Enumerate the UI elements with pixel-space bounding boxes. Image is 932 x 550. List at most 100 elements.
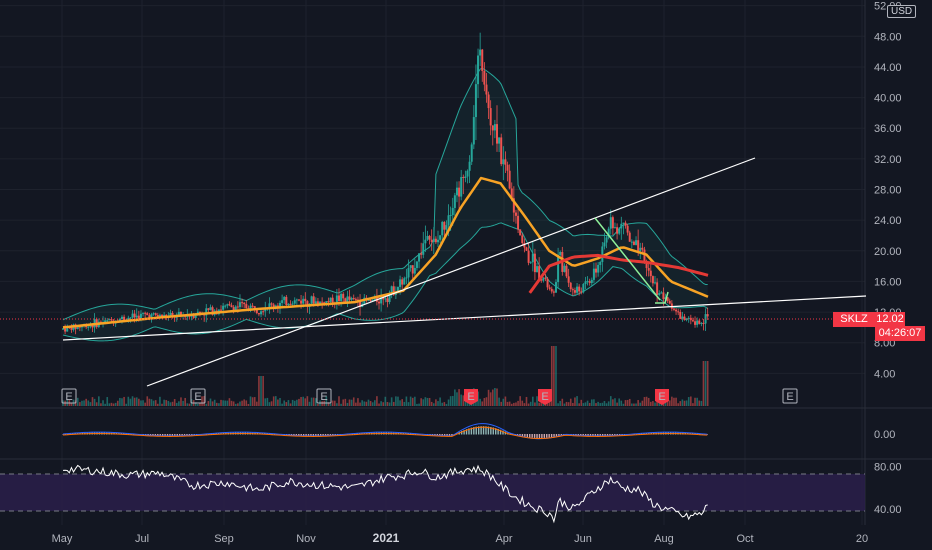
macd-histogram-bar bbox=[584, 434, 587, 436]
time-axis[interactable]: May Jul Sep Nov 2021 Apr Jun Aug Oct 20 bbox=[52, 531, 869, 545]
volume-bar bbox=[302, 396, 304, 406]
earnings-marker[interactable]: E bbox=[464, 389, 478, 405]
macd-histogram-bar bbox=[62, 434, 64, 435]
volume-bar bbox=[121, 398, 123, 406]
volume-bar bbox=[329, 403, 332, 406]
volume-bar bbox=[163, 399, 165, 406]
ema-slow-line bbox=[528, 253, 709, 294]
volume-bar bbox=[597, 401, 599, 406]
macd-histogram-bar bbox=[597, 434, 599, 436]
earnings-marker[interactable]: E bbox=[782, 388, 798, 404]
candle-body bbox=[420, 253, 423, 255]
macd-histogram-bar bbox=[157, 434, 159, 436]
earnings-marker-shape bbox=[464, 389, 478, 405]
volume-bar bbox=[620, 400, 623, 406]
candle-body bbox=[249, 305, 252, 311]
volume-bar bbox=[142, 400, 144, 406]
macd-histogram-bar bbox=[696, 433, 699, 435]
candle-body bbox=[268, 303, 271, 309]
bollinger-fill bbox=[63, 68, 708, 341]
candle-body bbox=[70, 327, 73, 330]
volume-bar bbox=[188, 403, 191, 406]
candle-body bbox=[694, 321, 697, 325]
earnings-marker[interactable]: E bbox=[316, 388, 332, 404]
earnings-marker-label: E bbox=[467, 391, 474, 403]
macd-histogram-bar bbox=[516, 434, 519, 436]
volume-bar bbox=[369, 401, 372, 406]
candle-body bbox=[293, 300, 296, 304]
earnings-marker[interactable]: E bbox=[61, 388, 77, 404]
trendline-rising[interactable] bbox=[146, 157, 756, 387]
macd-histogram-bar bbox=[560, 434, 563, 436]
earnings-marker[interactable]: E bbox=[538, 389, 552, 405]
volume-bar bbox=[203, 396, 205, 406]
trendline-hook[interactable] bbox=[655, 291, 669, 304]
volume-bar bbox=[180, 397, 182, 406]
time-tick-label: May bbox=[52, 533, 73, 545]
price-tick-label: 48.00 bbox=[874, 31, 902, 43]
candle-body bbox=[527, 250, 530, 263]
macd-histogram-bar bbox=[548, 434, 550, 438]
volume-bar bbox=[494, 388, 496, 406]
candle-body bbox=[232, 307, 235, 311]
candle-body bbox=[289, 303, 292, 305]
volume-bar bbox=[241, 400, 243, 406]
macd-histogram-bar bbox=[599, 434, 601, 436]
candle-body bbox=[519, 229, 522, 236]
candle-body bbox=[536, 266, 539, 273]
currency-badge[interactable]: USD bbox=[887, 5, 917, 18]
trendline-support[interactable] bbox=[62, 295, 867, 341]
volume-bar bbox=[135, 397, 138, 406]
candle-body bbox=[611, 217, 614, 229]
trendline-falling[interactable] bbox=[594, 217, 661, 301]
volume-bar bbox=[622, 403, 625, 406]
candle-body bbox=[287, 303, 290, 306]
macd-histogram-bar bbox=[169, 434, 171, 436]
candle-body bbox=[243, 302, 246, 305]
candle-body bbox=[285, 296, 288, 306]
volume-bar bbox=[361, 400, 363, 406]
candle-body bbox=[394, 292, 397, 295]
volume-bar bbox=[260, 376, 262, 406]
macd-histogram-bar bbox=[188, 434, 191, 436]
candle-body bbox=[272, 304, 275, 308]
candle-body bbox=[658, 293, 661, 295]
candle-body bbox=[123, 316, 126, 321]
earnings-marker[interactable]: E bbox=[655, 389, 669, 405]
volume-bar bbox=[272, 396, 275, 406]
volume-bar bbox=[133, 397, 136, 406]
candle-body bbox=[146, 313, 149, 316]
volume-bar bbox=[616, 402, 618, 406]
candle-body bbox=[514, 212, 517, 216]
candle-body bbox=[468, 161, 471, 171]
volume-bar bbox=[422, 399, 425, 406]
volume-bar bbox=[93, 398, 96, 406]
volume-bar bbox=[83, 400, 85, 406]
candle-body bbox=[477, 55, 480, 85]
candle-body bbox=[131, 313, 134, 318]
volume-bar bbox=[289, 403, 292, 406]
candle-body bbox=[291, 303, 294, 305]
candle-body bbox=[142, 312, 145, 314]
candle-body bbox=[474, 84, 477, 118]
candle-body bbox=[563, 265, 566, 272]
volume-bar bbox=[687, 397, 690, 406]
candle-body bbox=[500, 137, 503, 165]
macd-histogram-bar bbox=[480, 426, 482, 435]
volume-bar bbox=[306, 396, 309, 406]
volume-bar bbox=[209, 398, 212, 406]
candle-body bbox=[306, 301, 309, 307]
volume-bar bbox=[283, 400, 286, 406]
earnings-marker[interactable]: E bbox=[190, 388, 206, 404]
volume-bar bbox=[416, 403, 418, 406]
volume-bar bbox=[344, 398, 347, 406]
candle-body bbox=[312, 296, 315, 304]
candle-body bbox=[620, 223, 623, 229]
macd-histogram-bar bbox=[315, 434, 317, 436]
volume-bar bbox=[230, 400, 233, 406]
volume-bar bbox=[572, 402, 574, 406]
volume-bar bbox=[352, 397, 355, 406]
volume-bar bbox=[437, 401, 439, 406]
